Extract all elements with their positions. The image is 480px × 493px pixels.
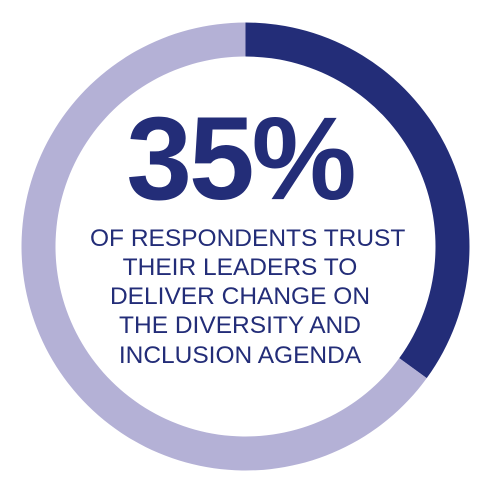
donut-slice-trust-leaders: [245, 22, 470, 379]
caption-line-2: THEIR LEADERS TO: [122, 254, 358, 282]
caption-text: OF RESPONDENTS TRUST THEIR LEADERS TO DE…: [90, 224, 406, 370]
caption-line-5: INCLUSION AGENDA: [118, 341, 362, 369]
headline-percentage: 35%: [126, 93, 356, 225]
caption-line-1: OF RESPONDENTS TRUST: [90, 225, 406, 252]
caption-line-3: DELIVER CHANGE ON: [109, 283, 371, 311]
caption-line-4: THE DIVERSITY AND: [119, 312, 361, 340]
center-label: 35% OF RESPONDENTS TRUST THEIR LEADERS T…: [90, 93, 406, 370]
